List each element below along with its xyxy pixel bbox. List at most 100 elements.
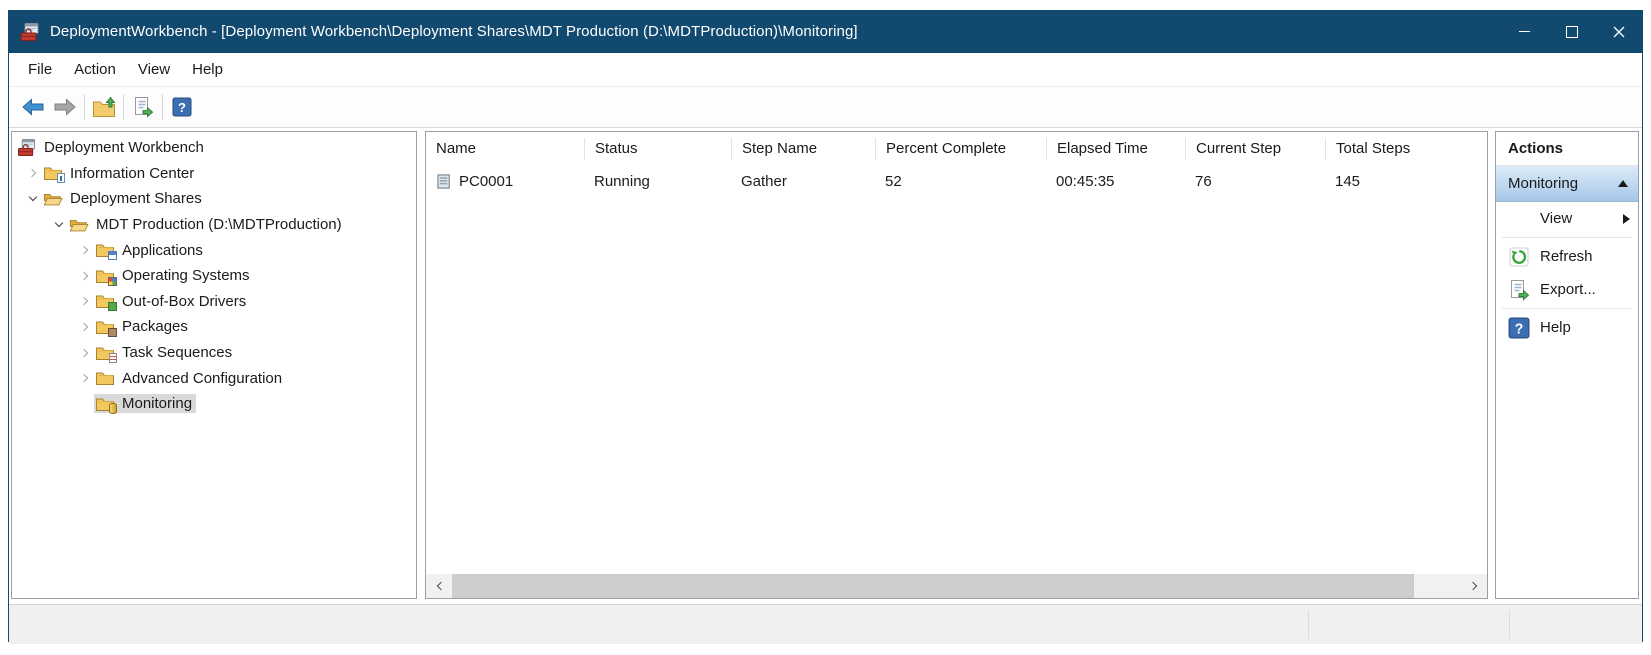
cell-status: Running	[594, 172, 650, 190]
tree-item-label: Advanced Configuration	[122, 369, 283, 387]
tree-item-label: Deployment Workbench	[44, 139, 204, 157]
tree-item-operating-systems[interactable]: Operating Systems	[12, 263, 416, 289]
minimize-button[interactable]	[1501, 10, 1548, 53]
tree-item-deployment-shares[interactable]: Deployment Shares	[12, 186, 416, 212]
collapse-caret-icon[interactable]	[1618, 180, 1628, 187]
column-header-step-name[interactable]: Step Name	[731, 138, 875, 160]
action-label: Help	[1540, 319, 1571, 336]
action-label: View	[1540, 210, 1573, 227]
window-controls	[1501, 10, 1642, 53]
maximize-icon	[1565, 25, 1578, 38]
column-header-elapsed-time[interactable]: Elapsed Time	[1046, 138, 1185, 160]
actions-separator	[1502, 308, 1632, 309]
tree-item-label: Information Center	[70, 164, 195, 182]
column-header-percent-complete[interactable]: Percent Complete	[875, 138, 1046, 160]
tree-item-label: Task Sequences	[122, 344, 233, 362]
tree-item-monitoring[interactable]: Monitoring	[12, 391, 416, 417]
cell-name-text: PC0001	[459, 172, 514, 190]
action-refresh[interactable]: Refresh	[1496, 240, 1638, 273]
tree-item-label: MDT Production (D:\MDTProduction)	[96, 216, 342, 234]
horizontal-scrollbar[interactable]	[426, 574, 1487, 598]
scrollbar-thumb[interactable]	[452, 574, 1414, 598]
scroll-left-button[interactable]	[426, 574, 452, 598]
actions-panel: Actions Monitoring View Refresh Export..…	[1495, 131, 1639, 599]
help-icon	[1508, 317, 1530, 339]
help-button[interactable]	[166, 92, 198, 122]
actions-group-label: Monitoring	[1508, 175, 1579, 192]
back-button[interactable]	[17, 92, 49, 122]
status-bar-divider	[1509, 610, 1510, 639]
table-row[interactable]: PC0001 Running Gather 52 00:45:35 76 145	[426, 166, 1487, 196]
column-header-total-steps[interactable]: Total Steps	[1325, 138, 1445, 160]
tree-item-applications[interactable]: Applications	[12, 237, 416, 263]
folder-plain-icon	[95, 370, 115, 386]
chevron-right-icon[interactable]	[76, 365, 94, 391]
toolbar-separator	[84, 94, 85, 120]
column-header-current-step[interactable]: Current Step	[1185, 138, 1325, 160]
chevron-right-icon[interactable]	[76, 289, 94, 315]
submenu-arrow-icon	[1623, 213, 1630, 224]
chevron-right-icon[interactable]	[24, 161, 42, 187]
column-header-name[interactable]: Name	[436, 140, 477, 157]
folder-os-icon	[95, 268, 117, 286]
menu-bar: File Action View Help	[9, 53, 1642, 87]
action-export[interactable]: Export...	[1496, 273, 1638, 306]
chevron-spacer	[76, 391, 94, 417]
main-area: Deployment Workbench Information Center …	[9, 128, 1642, 604]
chevron-down-icon[interactable]	[24, 186, 42, 212]
folder-applications-icon	[95, 242, 117, 261]
export-list-button[interactable]	[127, 92, 159, 122]
folder-monitoring-icon	[95, 396, 117, 414]
status-bar-divider	[1308, 610, 1309, 639]
action-help[interactable]: Help	[1496, 311, 1638, 344]
tree-item-mdt-production[interactable]: MDT Production (D:\MDTProduction)	[12, 212, 416, 238]
chevron-right-icon[interactable]	[76, 340, 94, 366]
folder-open-icon	[69, 217, 89, 233]
tree-item-label: Out-of-Box Drivers	[122, 292, 247, 310]
close-button[interactable]	[1595, 10, 1642, 53]
menu-action[interactable]: Action	[74, 61, 116, 78]
chevron-right-icon[interactable]	[76, 237, 94, 263]
menu-file[interactable]: File	[28, 61, 53, 78]
column-header-status[interactable]: Status	[584, 138, 731, 160]
tree-item-task-sequences[interactable]: Task Sequences	[12, 340, 416, 366]
tree-item-advanced-configuration[interactable]: Advanced Configuration	[12, 365, 416, 391]
up-one-level-button[interactable]	[88, 92, 120, 122]
tree-item-information-center[interactable]: Information Center	[12, 161, 416, 187]
actions-separator	[1502, 237, 1632, 238]
cell-total-steps: 145	[1335, 172, 1361, 190]
action-view[interactable]: View	[1496, 202, 1638, 235]
cell-current-step: 76	[1195, 172, 1212, 190]
folder-open-icon	[43, 191, 63, 207]
actions-pane-title: Actions	[1496, 132, 1638, 166]
scroll-right-button[interactable]	[1461, 574, 1487, 598]
toolbar	[9, 87, 1642, 128]
cell-step-name: Gather	[741, 172, 787, 190]
tree-item-packages[interactable]: Packages	[12, 314, 416, 340]
menu-help[interactable]: Help	[192, 61, 223, 78]
scrollbar-track[interactable]	[1414, 574, 1461, 598]
maximize-button[interactable]	[1548, 10, 1595, 53]
tree-item-label: Applications	[122, 241, 203, 259]
menu-view[interactable]: View	[137, 61, 171, 78]
tree-item-label: Deployment Shares	[70, 190, 202, 208]
chevron-down-icon[interactable]	[50, 212, 68, 238]
action-label: Export...	[1540, 281, 1596, 298]
workbench-icon	[17, 138, 37, 157]
refresh-icon	[1508, 246, 1530, 268]
forward-arrow-icon	[53, 97, 77, 117]
forward-button[interactable]	[49, 92, 81, 122]
computer-icon	[436, 174, 453, 189]
tree-item-deployment-workbench[interactable]: Deployment Workbench	[12, 135, 416, 161]
tree-item-label: Packages	[122, 318, 188, 336]
chevron-right-icon[interactable]	[76, 314, 94, 340]
folder-drivers-icon	[95, 293, 117, 312]
app-window: DeploymentWorkbench - [Deployment Workbe…	[8, 10, 1643, 644]
window-title: DeploymentWorkbench - [Deployment Workbe…	[50, 23, 858, 40]
tree-item-out-of-box-drivers[interactable]: Out-of-Box Drivers	[12, 289, 416, 315]
cell-percent-complete: 52	[885, 172, 902, 190]
folder-tasks-icon	[95, 345, 117, 363]
console-tree-panel: Deployment Workbench Information Center …	[11, 131, 417, 599]
chevron-right-icon[interactable]	[76, 263, 94, 289]
actions-group-monitoring[interactable]: Monitoring	[1496, 166, 1638, 202]
